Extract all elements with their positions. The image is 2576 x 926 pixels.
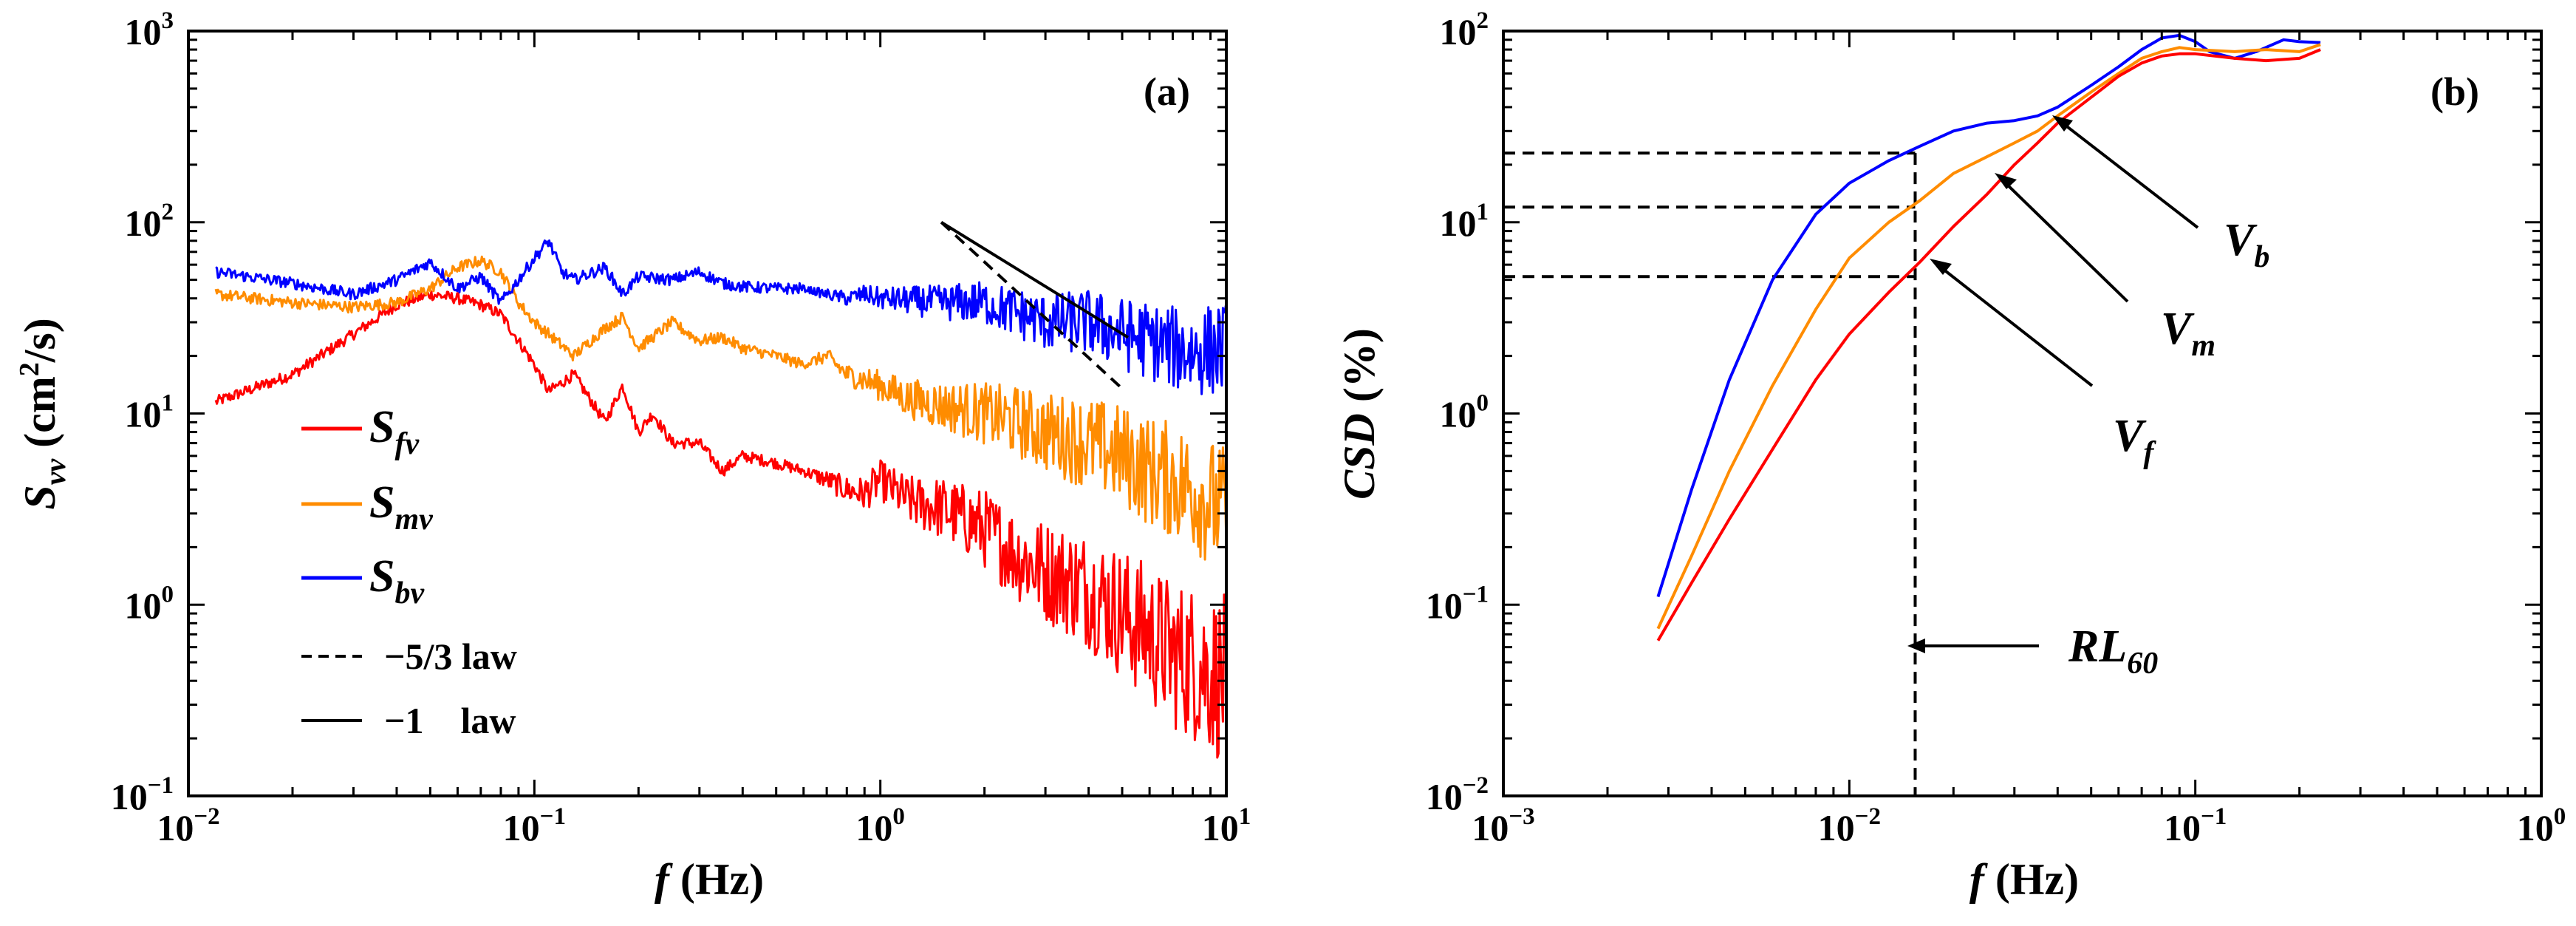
legend-label-sbv: Sbv: [369, 551, 425, 610]
panel-a-y-axis-label: Svv (cm2/s): [14, 318, 72, 509]
panel-b-annotations: Vb Vm Vf RL60: [1907, 115, 2269, 681]
series-sbv: [215, 239, 1228, 395]
panel-a-x-axis-label: f (Hz): [655, 855, 764, 904]
panel-b-y-tick-label: 100: [1440, 390, 1489, 435]
panel-b-x-tick-label: 10−3: [1472, 803, 1534, 848]
arrowhead-vf: [1930, 259, 1952, 275]
panel-b-label: (b): [2430, 69, 2479, 114]
panel-b-y-axis-label: CSD (%): [1335, 328, 1384, 500]
legend-label-smv: Smv: [369, 477, 434, 537]
panel-b-ylabel-unit: (%): [1335, 328, 1384, 413]
panel-b-xlabel-unit: (Hz): [1984, 855, 2079, 904]
panel-b-y-tick-label: 102: [1440, 7, 1489, 52]
arrowhead-vb: [2052, 115, 2073, 132]
panel-b-plot-frame: [1502, 30, 2543, 797]
panel-b-y-tick-label: 10−2: [1426, 772, 1489, 817]
arrow-vm: [2002, 180, 2129, 303]
panel-a-plot-frame: [187, 30, 1228, 797]
panel-b-y-tick-label: 10−1: [1426, 581, 1489, 626]
panel-b-x-tick-label: 10−2: [1818, 803, 1881, 848]
annotation-rl60: RL60: [2068, 622, 2158, 681]
annotation-vm: Vm: [2161, 304, 2215, 363]
panel-a-x-tick-label: 100: [855, 803, 905, 848]
annotation-vb: Vb: [2224, 215, 2269, 274]
arrow-vf: [1938, 265, 2094, 387]
series-vb: [1656, 33, 2321, 598]
series-vf: [1656, 48, 2321, 641]
series-vm: [1656, 43, 2321, 630]
panel-a-y-tick-label: 102: [125, 199, 174, 244]
panel-a-ylabel-var: S: [16, 485, 64, 509]
panel-b-x-tick-label: 10−1: [2164, 803, 2227, 848]
panel-a-label: (a): [1144, 69, 1190, 114]
panel-b-guide-lines: [1503, 152, 1917, 796]
panel-a-xlabel-unit: (Hz): [669, 855, 764, 904]
panel-b-ylabel-var: CSD: [1335, 413, 1384, 500]
panel-a-x-tick-label: 10−2: [157, 803, 219, 848]
panel-a-y-tick-label: 101: [125, 390, 174, 435]
reference-line-1-law: [940, 221, 1130, 339]
panel-a-legend: Sfv Smv Sbv −5/3 law −1 law: [301, 402, 517, 741]
panel-a-ylabel-unit-pre: (cm: [16, 376, 64, 459]
panel-a-x-tick-label: 10−1: [503, 803, 566, 848]
legend-label-1-law: −1 law: [384, 700, 516, 741]
panel-a-series: [214, 239, 1228, 759]
legend-label-sfv: Sfv: [369, 402, 420, 461]
legend-label-53-law: −5/3 law: [384, 636, 517, 677]
arrowhead-rl60: [1907, 639, 1925, 653]
panel-a-ylabel-unit-post: /s): [16, 318, 64, 363]
panel-a-y-tick-label: 10−1: [111, 772, 174, 817]
panel-a-ylabel-unit-sup: 2: [14, 362, 45, 376]
panel-b-series: [1656, 33, 2321, 641]
panel-a-ylabel-sub: vv: [38, 458, 72, 486]
panel-a-y-tick-label: 100: [125, 581, 174, 626]
series-smv: [214, 255, 1228, 561]
panel-a-x-tick-label: 101: [1202, 803, 1251, 848]
series-sfv: [214, 290, 1228, 759]
annotation-vf: Vf: [2113, 411, 2156, 470]
panel-b-y-tick-label: 101: [1440, 199, 1489, 244]
panel-b-x-tick-label: 100: [2517, 803, 2566, 848]
arrowhead-vm: [1995, 173, 2017, 189]
reference-line-53-law: [940, 221, 1124, 390]
arrow-vb: [2060, 120, 2199, 229]
panel-b-x-axis-label: f (Hz): [1969, 855, 2079, 904]
panel-a-reference-lines: [940, 221, 1130, 390]
panel-a-y-tick-label: 103: [125, 7, 174, 52]
